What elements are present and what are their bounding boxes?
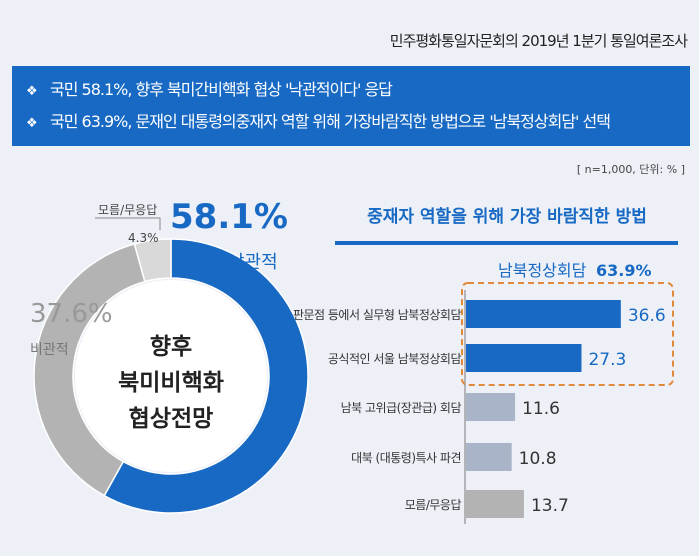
slice-value-label: 4.3% [128,231,159,245]
summary-banner: ❖ 국민 58.1%, 향후 북미간비핵화 협상 '낙관적이다' 응답 ❖ 국민 6… [12,66,690,146]
bar-category-label: 대북 (대통령)특사 파견 [351,451,461,465]
bar-category-label: 판문점 등에서 실무형 남북정상회담 [293,308,462,322]
bar-category-label: 공식적인 서울 남북정상회담 [328,352,462,366]
diamond-bullet-icon: ❖ [26,116,38,131]
bar-category-label: 남북 고위급(장관급) 회담 [341,401,462,415]
source-title: 민주평화통일자문회의 2019년 1분기 통일여론조사 [389,32,688,50]
sample-note: [ n=1,000, 단위: % ] [576,163,685,176]
banner-line: ❖ 국민 63.9%, 문재인 대통령의중재자 역할 위해 가장바람직한 방법으로… [26,106,676,138]
title-underline [335,241,678,245]
donut-title-line: 향후 [150,334,192,360]
donut-slice-0 [103,238,309,514]
donut-slice-2 [133,238,172,283]
banner-line: ❖ 국민 58.1%, 향후 북미간비핵화 협상 '낙관적이다' 응답 [26,74,676,106]
group-label: 남북정상회담 [498,261,587,280]
donut-center [75,280,267,472]
slice-name-label: 낙관적 [228,252,278,273]
bar-value-label: 10.8 [519,449,557,469]
bar-3 [466,443,512,471]
bar-value-label: 27.3 [588,350,626,370]
diamond-bullet-icon: ❖ [26,84,38,99]
bar-value-label: 11.6 [522,399,560,419]
group-highlight-box [461,282,674,386]
donut-title-line: 협상전망 [129,406,214,432]
group-value: 63.9% [596,261,652,280]
slice-name-label: 모름/무응답 [98,203,157,217]
donut-title-line: 북미비핵화 [118,370,224,396]
donut-slice-1 [33,243,146,497]
bar-0 [466,300,621,328]
bar-value-label: 13.7 [531,496,569,516]
bar-4 [466,490,524,518]
bar-category-label: 모름/무응답 [405,498,462,512]
bar-2 [466,393,516,421]
slice-value-label: 58.1% [170,197,288,237]
leader-line [95,217,161,230]
bar-1 [466,344,582,372]
slice-name-label: 비관적 [30,342,69,358]
slice-value-label: 37.6% [30,299,113,329]
bar-chart-title: 중재자 역할을 위해 가장 바람직한 방법 [367,206,647,227]
bar-value-label: 36.6 [628,306,666,326]
